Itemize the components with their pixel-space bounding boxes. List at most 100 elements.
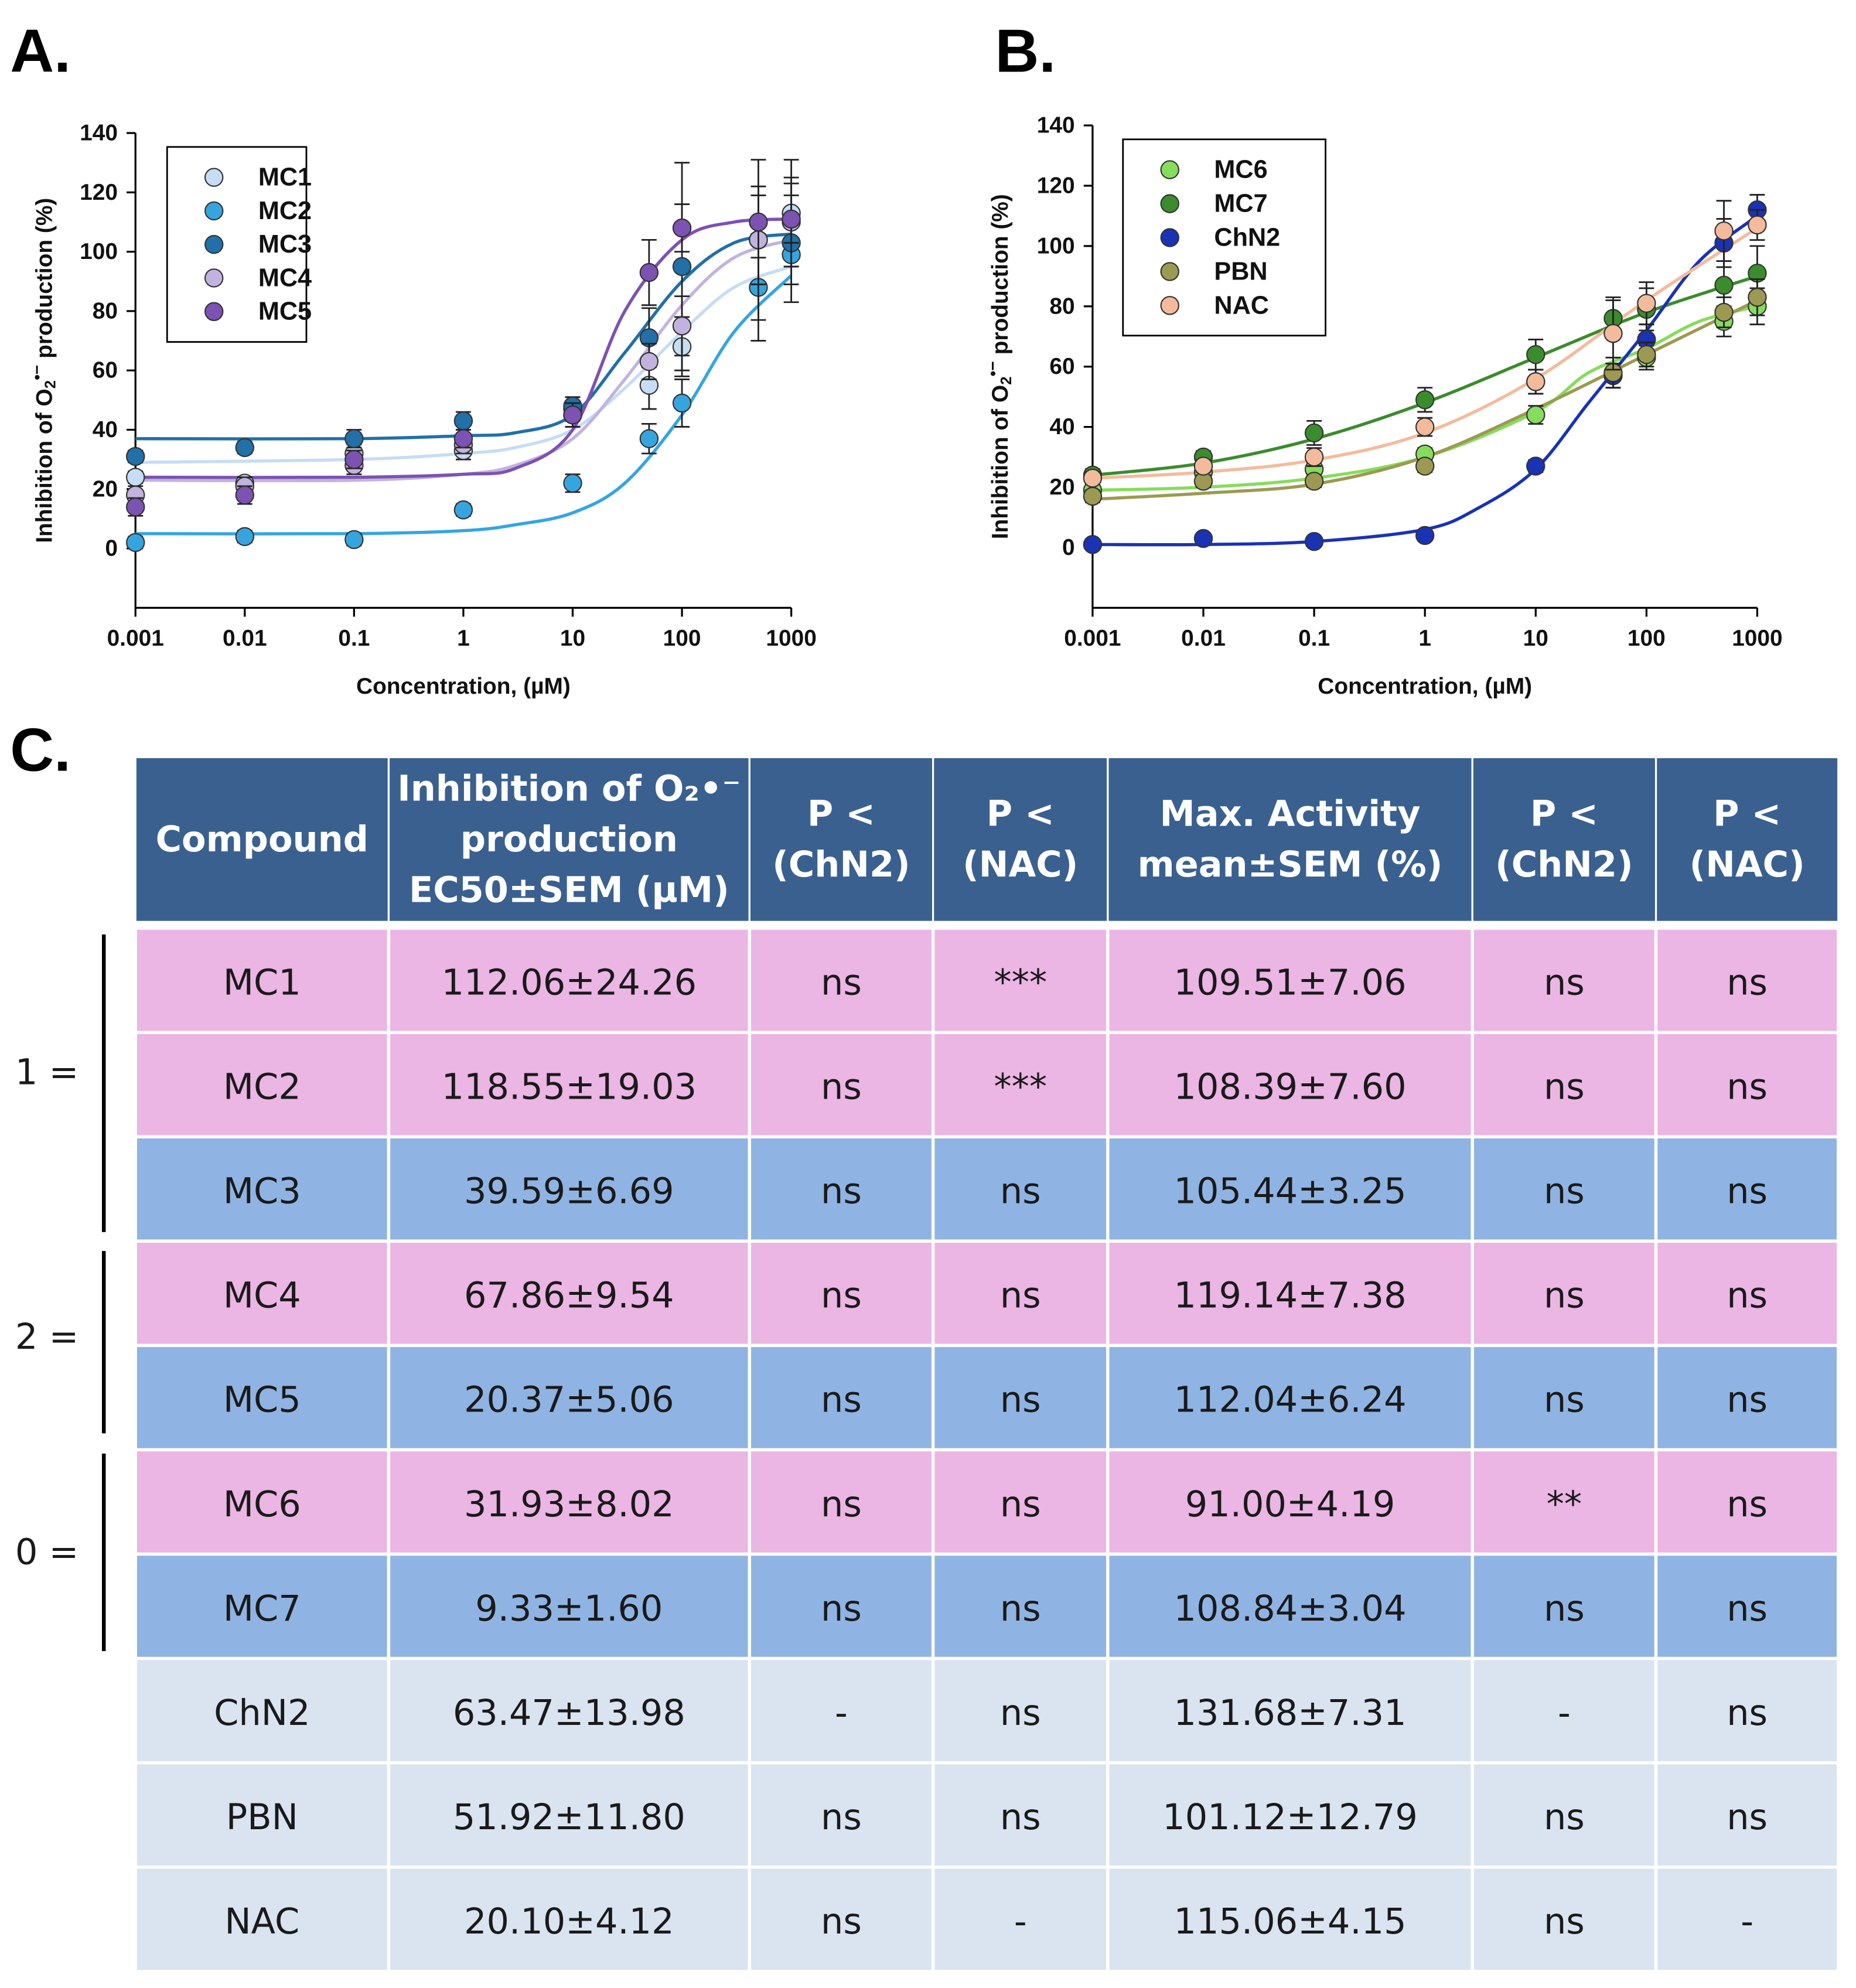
y-label-sub: 2 bbox=[42, 380, 59, 388]
table-cell bbox=[387, 926, 752, 1034]
fit-curve bbox=[135, 238, 792, 483]
cell-text: ns bbox=[1544, 1797, 1585, 1838]
data-point bbox=[749, 212, 768, 232]
header-text: (ChN2) bbox=[1495, 844, 1633, 885]
table-cell bbox=[748, 1135, 935, 1243]
cell-text: ns bbox=[1727, 1693, 1768, 1734]
x-tick-label: 10 bbox=[1523, 626, 1548, 651]
data-point bbox=[1304, 423, 1324, 443]
cell-text: 39.59±6.69 bbox=[464, 1171, 674, 1212]
cell-text: ns bbox=[1544, 1171, 1585, 1212]
cell-text: 119.14±7.38 bbox=[1173, 1276, 1406, 1317]
y-tick-label: 120 bbox=[80, 180, 118, 205]
header-cell bbox=[387, 756, 750, 923]
data-point bbox=[1304, 472, 1324, 491]
data-point bbox=[344, 449, 364, 469]
x-tick-label: 1 bbox=[457, 626, 470, 651]
cell-text: 31.93±8.02 bbox=[464, 1484, 674, 1525]
data-point bbox=[672, 218, 692, 238]
table-cell bbox=[1106, 926, 1474, 1034]
data-point bbox=[126, 533, 145, 553]
cell-text: ns bbox=[1544, 1901, 1585, 1942]
legend-marker bbox=[1160, 262, 1179, 281]
data-point bbox=[453, 411, 473, 431]
table-cell bbox=[1654, 926, 1840, 1034]
cell-text: ns bbox=[1000, 1380, 1041, 1421]
cell-text: ns bbox=[1544, 1276, 1585, 1317]
header-text: production bbox=[460, 819, 678, 860]
table-cell bbox=[1106, 1343, 1474, 1452]
data-point bbox=[126, 468, 145, 487]
legend-label: MC5 bbox=[258, 298, 312, 326]
header-cell bbox=[748, 756, 934, 923]
cell-text: ** bbox=[1547, 1484, 1582, 1525]
legend-label: MC2 bbox=[258, 197, 312, 225]
y-label-part: production (%) bbox=[32, 198, 57, 365]
cell-text: ns bbox=[821, 1797, 862, 1838]
y-tick-label: 140 bbox=[1037, 113, 1075, 138]
table-cell bbox=[1654, 1135, 1840, 1243]
table-cell bbox=[1654, 1343, 1840, 1452]
data-point bbox=[235, 527, 254, 547]
data-point bbox=[1714, 302, 1734, 322]
data-point bbox=[1526, 456, 1545, 476]
legend-label: MC6 bbox=[1214, 156, 1267, 184]
legend-marker bbox=[1160, 296, 1179, 315]
cell-text: MC2 bbox=[223, 1067, 301, 1108]
y-tick-label: 0 bbox=[105, 536, 118, 561]
table-cell bbox=[134, 1552, 391, 1660]
cell-text: ns bbox=[1727, 1276, 1768, 1317]
cell-text: ns bbox=[1727, 1797, 1768, 1838]
data-point bbox=[1415, 417, 1435, 437]
cell-text: ns bbox=[1727, 1484, 1768, 1525]
table-cell bbox=[1471, 1552, 1658, 1660]
table-cell bbox=[387, 1761, 752, 1869]
cell-text: ns bbox=[1544, 1380, 1585, 1421]
cell-text: ns bbox=[1000, 1276, 1041, 1317]
table-cell bbox=[134, 1343, 391, 1452]
fit-curve bbox=[135, 217, 791, 479]
y-tick-label: 0 bbox=[1062, 535, 1075, 560]
cell-text: MC4 bbox=[223, 1276, 301, 1317]
legend-box bbox=[166, 146, 308, 343]
table-cell bbox=[387, 1031, 752, 1138]
cell-text: - bbox=[1014, 1901, 1027, 1942]
y-tick-label: 60 bbox=[1049, 354, 1074, 379]
cell-text: ns bbox=[1727, 1067, 1768, 1108]
y-tick-label: 20 bbox=[1049, 475, 1074, 500]
y-label-sup: •− bbox=[984, 361, 1002, 376]
data-point bbox=[1526, 405, 1545, 425]
data-point bbox=[1526, 345, 1545, 364]
x-tick-label: 0.1 bbox=[338, 626, 370, 651]
cell-text: PBN bbox=[226, 1797, 298, 1838]
data-point bbox=[344, 530, 364, 550]
data-point bbox=[1714, 275, 1734, 295]
y-tick-label: 100 bbox=[1037, 233, 1075, 258]
y-tick-label: 140 bbox=[80, 121, 118, 146]
table-cell bbox=[1654, 1552, 1840, 1660]
x-tick-label: 0.1 bbox=[1298, 626, 1330, 651]
table-cell bbox=[387, 1239, 752, 1348]
table-cell bbox=[134, 1031, 391, 1138]
fit-curve bbox=[1092, 214, 1759, 547]
cell-text: ns bbox=[1727, 962, 1768, 1003]
cell-text: - bbox=[1741, 1901, 1753, 1942]
cell-text: 51.92±11.80 bbox=[453, 1797, 685, 1838]
y-label-sub: 2 bbox=[998, 376, 1015, 384]
table-cell bbox=[387, 1552, 752, 1660]
header-cell bbox=[1471, 756, 1657, 923]
table-cell bbox=[1471, 1448, 1658, 1556]
data-point bbox=[1304, 531, 1324, 551]
x-tick-label: 0.01 bbox=[1181, 626, 1226, 651]
table-cell bbox=[931, 1448, 1110, 1556]
data-point bbox=[639, 262, 659, 282]
cell-text: ns bbox=[821, 1901, 862, 1942]
cell-text: 63.47±13.98 bbox=[453, 1693, 685, 1734]
panel-label: A. bbox=[10, 17, 71, 85]
legend-marker bbox=[204, 302, 224, 321]
data-point bbox=[235, 438, 254, 458]
cell-text: ns bbox=[1000, 1693, 1041, 1734]
x-tick-label: 1000 bbox=[1732, 626, 1782, 651]
table-cell bbox=[1654, 1656, 1840, 1765]
